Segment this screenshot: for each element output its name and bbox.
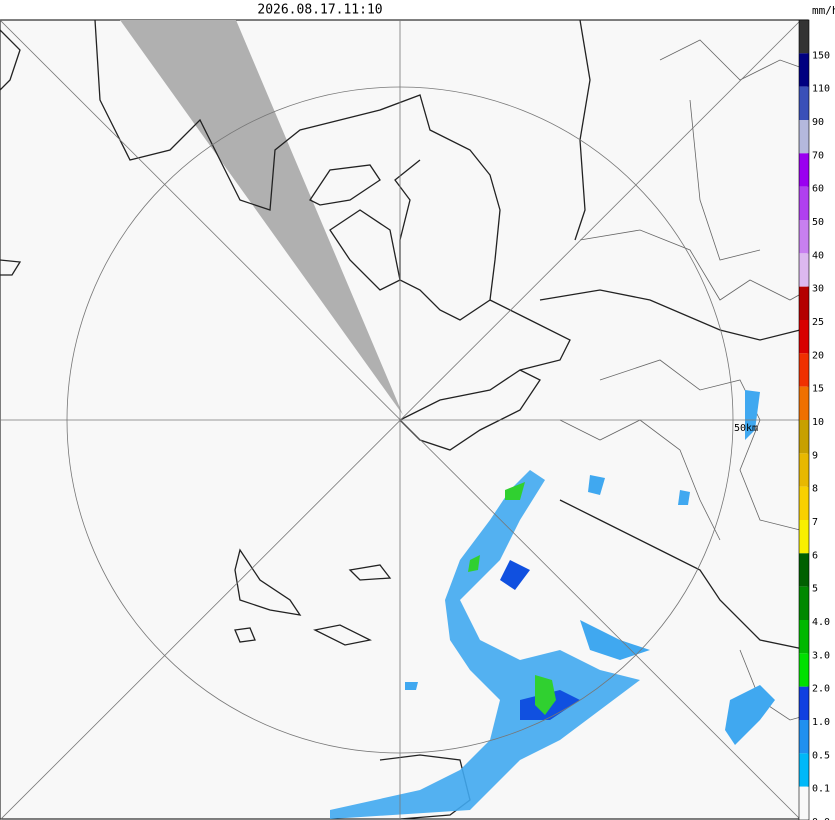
legend-label: 9 <box>812 450 818 461</box>
legend-swatch <box>799 753 809 787</box>
legend-swatch <box>799 353 809 387</box>
legend-swatch <box>799 153 809 187</box>
legend-swatch <box>799 786 809 820</box>
legend-label: 3.0 <box>812 650 830 661</box>
legend-label: 70 <box>812 150 824 161</box>
legend-swatch <box>799 120 809 154</box>
legend-label: 90 <box>812 117 824 128</box>
blocked-sector <box>120 20 403 415</box>
legend-swatch <box>799 553 809 587</box>
legend-label: 60 <box>812 184 824 195</box>
precipitation <box>330 390 775 819</box>
legend-label: 10 <box>812 417 824 428</box>
legend-swatch <box>799 420 809 454</box>
legend-label: 8 <box>812 484 818 495</box>
legend-label: 4.0 <box>812 617 830 628</box>
legend-label: 5 <box>812 584 818 595</box>
legend-label: 7 <box>812 517 818 528</box>
range-rings <box>0 19 808 820</box>
legend-swatch <box>799 486 809 520</box>
legend-swatch <box>799 253 809 287</box>
legend-label: 25 <box>812 317 824 328</box>
legend-swatch <box>799 286 809 320</box>
legend-swatch <box>799 20 809 54</box>
legend-label: 150 <box>812 50 830 61</box>
legend-label: 2.0 <box>812 684 830 695</box>
legend-swatch <box>799 186 809 220</box>
precipitation-heavy <box>468 482 556 715</box>
legend-label: 6 <box>812 550 818 561</box>
legend-swatch <box>799 386 809 420</box>
legend-label: 50 <box>812 217 824 228</box>
map: 50km <box>0 19 809 820</box>
legend-swatch <box>799 220 809 254</box>
legend-swatch <box>799 653 809 687</box>
legend-swatch <box>799 320 809 354</box>
legend-label: 20 <box>812 350 824 361</box>
legend-label: 110 <box>812 84 830 95</box>
legend-label: 40 <box>812 250 824 261</box>
legend-swatch <box>799 520 809 554</box>
legend-swatch <box>799 453 809 487</box>
legend-label: 1.0 <box>812 717 830 728</box>
legend-swatch <box>799 586 809 620</box>
range-label: 50km <box>734 423 758 434</box>
legend-label: 0.0 <box>812 817 830 820</box>
legend-label: 0.5 <box>812 750 830 761</box>
unit-label: mm/h <box>812 4 835 17</box>
legend-frame <box>798 19 810 820</box>
legend-label: 15 <box>812 384 824 395</box>
legend: 150 110 90 70 60 50 40 30 25 20 15 10 9 8 7 6 5 4.0 3.0 2.0… <box>798 19 830 820</box>
legend-label: 0.1 <box>812 784 830 795</box>
legend-swatch <box>799 53 809 87</box>
legend-label: 30 <box>812 284 824 295</box>
legend-swatch <box>799 686 809 720</box>
timestamp: 2026.08.17.11:10 <box>257 3 382 18</box>
legend-swatch <box>799 720 809 754</box>
legend-swatch <box>799 620 809 654</box>
legend-swatch <box>799 86 809 120</box>
